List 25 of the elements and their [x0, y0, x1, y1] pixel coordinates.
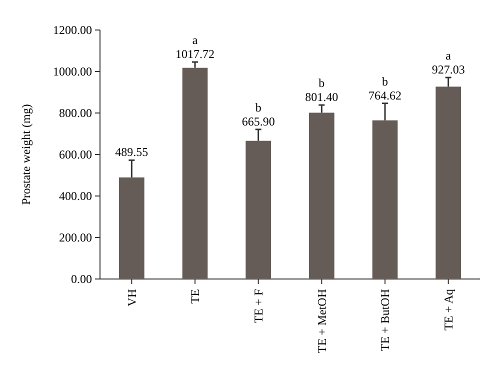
- x-tick-label: TE + MetOH: [314, 288, 329, 354]
- y-tick-label: 600.00: [59, 148, 92, 162]
- data-label: 1017.72: [176, 47, 214, 62]
- annotation: a: [446, 48, 452, 63]
- data-label: 801.40: [305, 90, 338, 104]
- x-tick-label: VH: [124, 288, 139, 306]
- y-tick-label: 1000.00: [53, 64, 92, 79]
- annotation: b: [255, 100, 262, 114]
- y-tick-label: 1200.00: [53, 23, 92, 38]
- y-tick-label: 200.00: [59, 230, 92, 245]
- x-tick-label: TE + F: [252, 288, 266, 324]
- annotation: a: [192, 32, 198, 47]
- data-label: 665.90: [242, 114, 275, 128]
- y-tick-label: 0.00: [71, 272, 92, 286]
- y-tick-label: 800.00: [59, 106, 92, 120]
- data-label: 927.03: [432, 62, 465, 77]
- x-tick-label: TE: [188, 289, 202, 304]
- annotation: b: [318, 76, 325, 90]
- y-axis-title: Prostate weight (mg): [19, 104, 33, 205]
- y-tick-label: 400.00: [59, 189, 92, 204]
- data-label: 764.62: [368, 88, 402, 102]
- data-label: 489.55: [115, 145, 148, 160]
- x-tick-label: TE + Aq: [442, 289, 456, 330]
- x-tick-label: TE + ButOH: [378, 288, 392, 352]
- annotation: b: [382, 74, 388, 88]
